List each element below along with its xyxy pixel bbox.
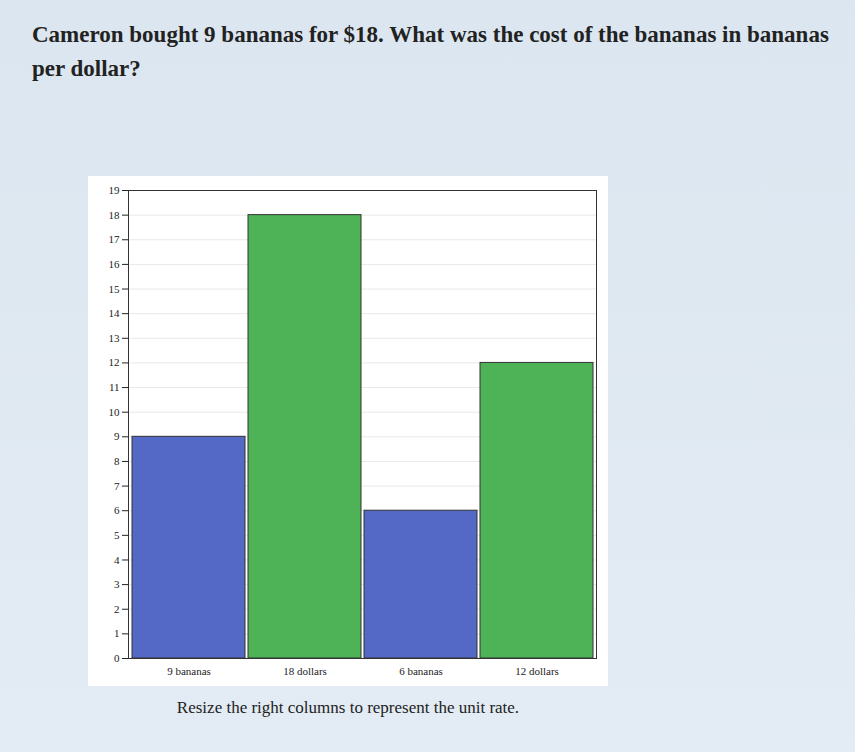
svg-text:4: 4 xyxy=(114,553,120,565)
svg-text:12 dollars: 12 dollars xyxy=(515,665,559,677)
svg-text:13: 13 xyxy=(109,332,121,344)
svg-text:1: 1 xyxy=(114,627,120,639)
svg-text:7: 7 xyxy=(114,480,120,492)
svg-text:9: 9 xyxy=(114,430,120,442)
svg-text:10: 10 xyxy=(109,406,121,418)
svg-text:3: 3 xyxy=(114,578,120,590)
svg-text:2: 2 xyxy=(114,603,120,615)
svg-text:19: 19 xyxy=(109,184,121,196)
html-text:Cameron bought 9 bananas for $: Cameron bought 9 bananas for $18. What w… xyxy=(32,22,829,81)
svg-text:8: 8 xyxy=(114,455,120,467)
svg-text:17: 17 xyxy=(109,233,121,245)
svg-text:14: 14 xyxy=(109,307,121,319)
svg-text:6 bananas: 6 bananas xyxy=(399,665,443,677)
svg-text:5: 5 xyxy=(114,529,120,541)
svg-text:9 bananas: 9 bananas xyxy=(167,665,211,677)
svg-text:16: 16 xyxy=(109,258,121,270)
svg-text:11: 11 xyxy=(109,381,120,393)
svg-text:18: 18 xyxy=(109,209,121,221)
svg-text:0: 0 xyxy=(114,652,120,664)
svg-text:15: 15 xyxy=(109,283,121,295)
svg-text:12: 12 xyxy=(109,356,120,368)
svg-text:6: 6 xyxy=(114,504,120,516)
html-text:Resize the right columns to re: Resize the right columns to represent th… xyxy=(176,698,520,717)
svg-text:18 dollars: 18 dollars xyxy=(283,665,327,677)
